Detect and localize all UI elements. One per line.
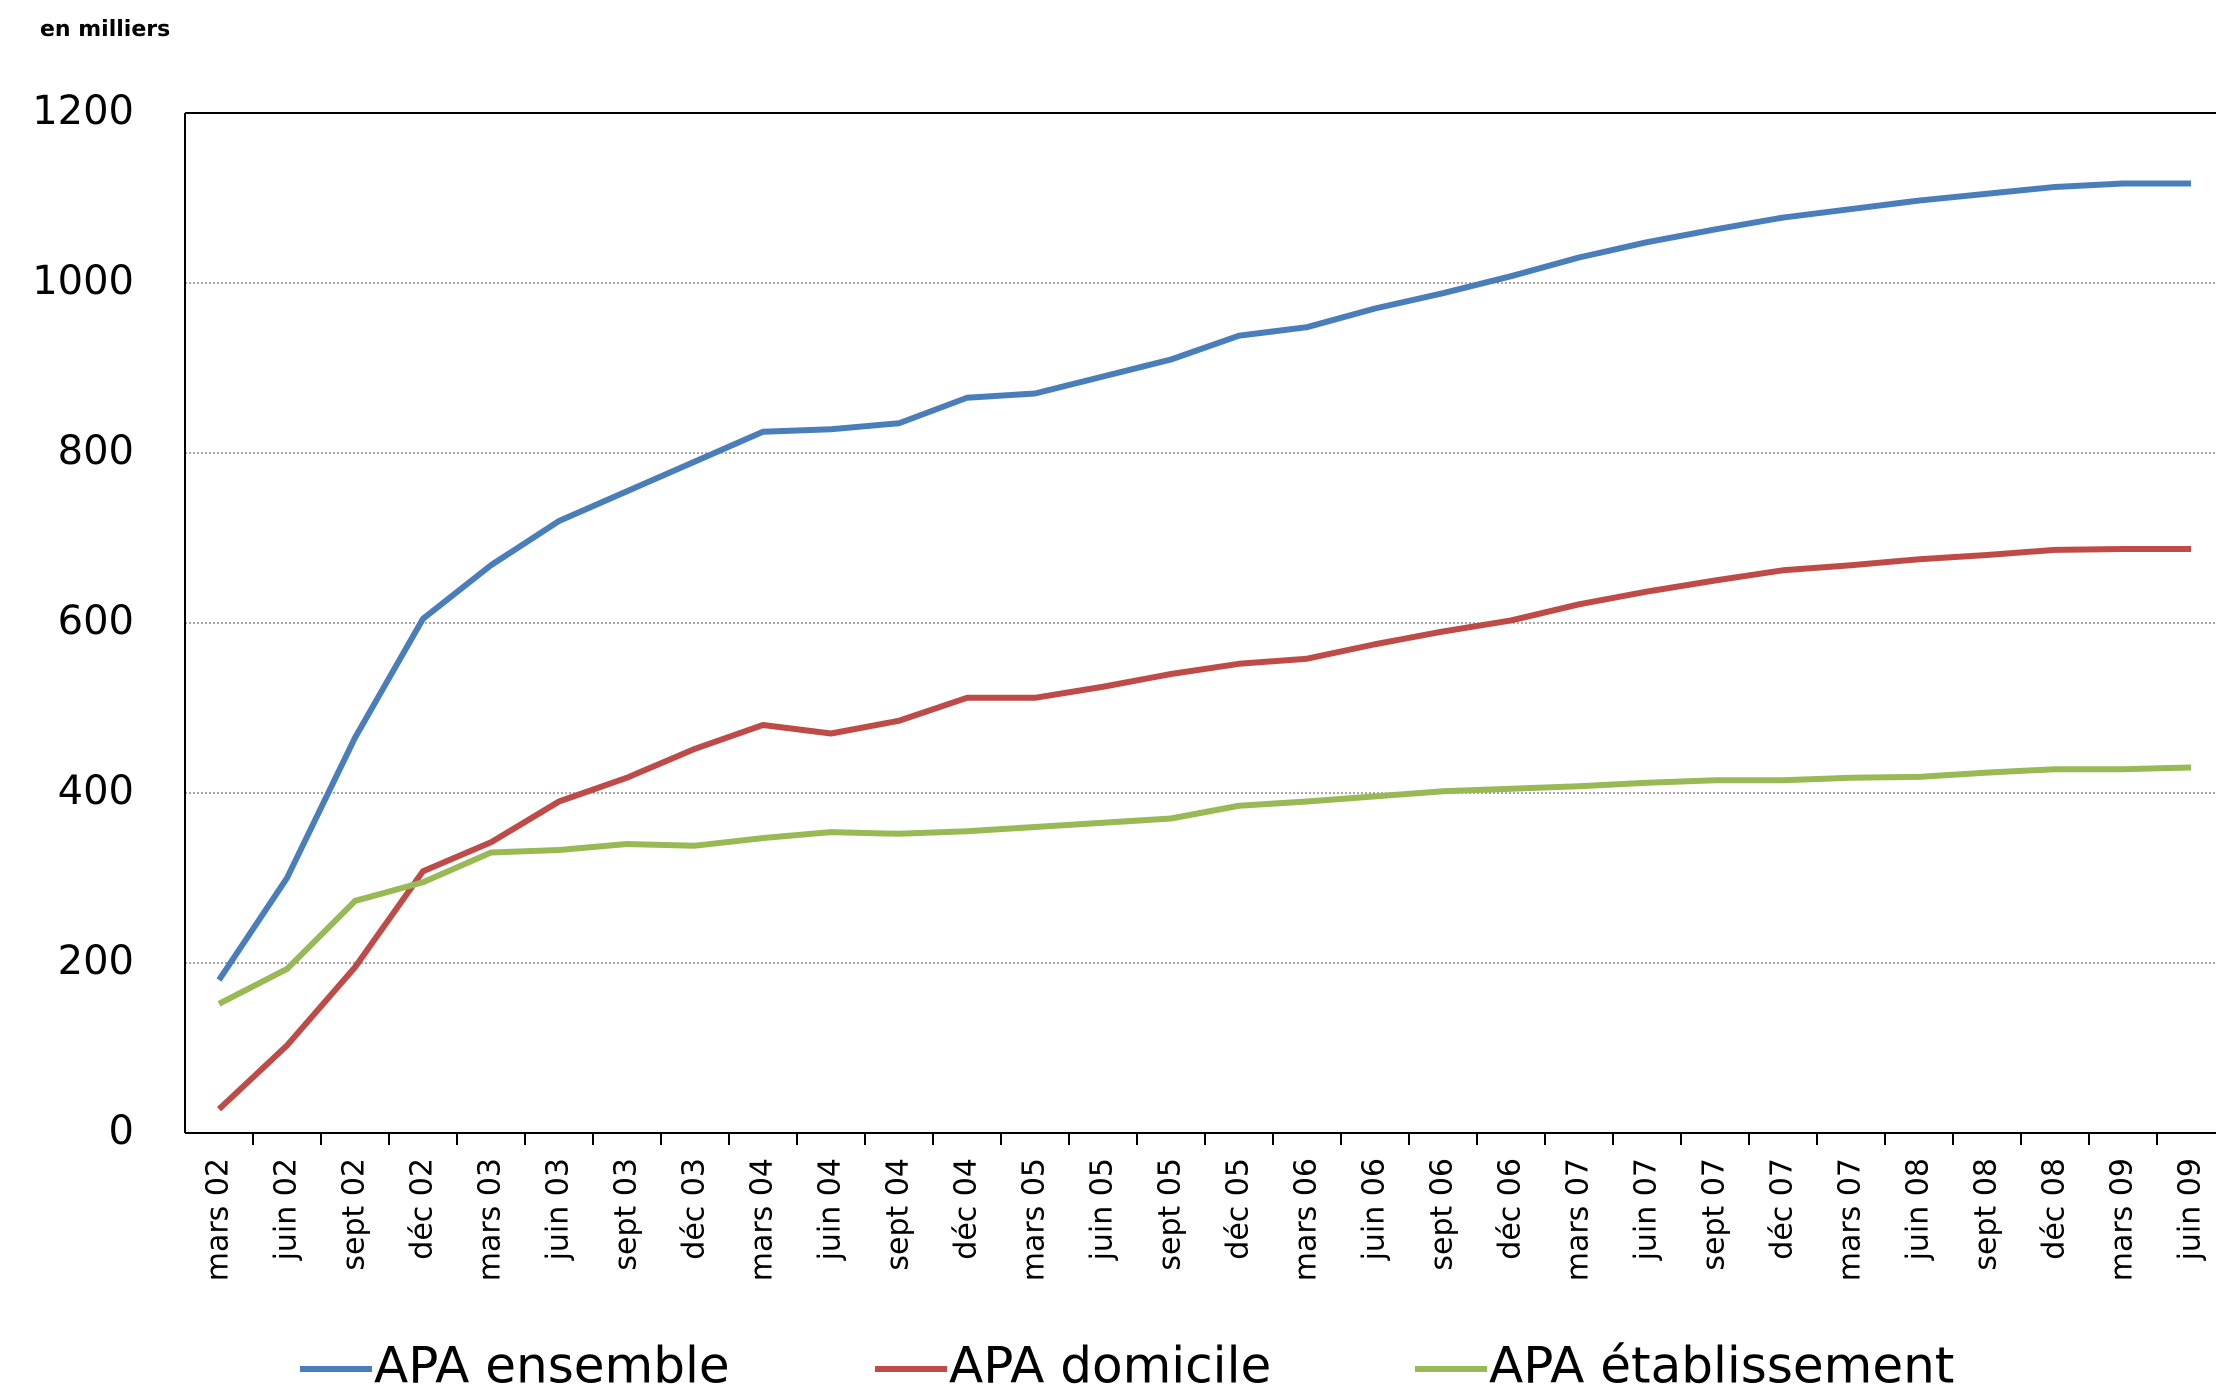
unit-label: en milliers: [40, 17, 170, 42]
y-tick-label: 800: [58, 428, 134, 474]
x-tick-label: déc 04: [949, 1158, 984, 1260]
series-line: [216, 180, 2191, 982]
x-tick-label: déc 03: [677, 1158, 712, 1260]
legend-label: APA ensemble: [374, 1337, 730, 1395]
x-tick-label: sept 02: [337, 1158, 372, 1271]
legend-label: APA établissement: [1489, 1337, 1954, 1395]
x-tick-label: mars 04: [745, 1158, 780, 1281]
x-tick-label: juin 07: [1629, 1158, 1664, 1261]
x-tick-label: mars 07: [1833, 1158, 1868, 1281]
x-tick-label: juin 05: [1085, 1158, 1120, 1261]
y-tick-label: 200: [58, 938, 134, 984]
x-tick-label: sept 04: [881, 1158, 916, 1271]
x-tick-label: juin 02: [269, 1158, 304, 1261]
series-line: [217, 764, 2192, 1007]
x-tick-label: juin 04: [813, 1158, 848, 1261]
x-tick-label: mars 09: [2105, 1158, 2140, 1281]
x-tick-label: déc 08: [2037, 1158, 2072, 1260]
y-tick-label: 600: [58, 598, 134, 644]
x-tick-label: juin 06: [1357, 1158, 1392, 1261]
x-tick-label: déc 05: [1221, 1158, 1256, 1260]
x-tick-label: sept 03: [609, 1158, 644, 1271]
y-tick-label: 1000: [32, 258, 134, 304]
x-tick-label: déc 07: [1765, 1158, 1800, 1260]
x-tick-label: mars 07: [1561, 1158, 1596, 1281]
x-tick-label: sept 05: [1153, 1158, 1188, 1271]
x-tick-label: sept 06: [1425, 1158, 1460, 1271]
x-tick-label: juin 03: [541, 1158, 576, 1261]
x-tick-label: mars 02: [201, 1158, 236, 1281]
x-tick-label: juin 08: [1901, 1158, 1936, 1261]
y-tick-label: 1200: [32, 88, 134, 134]
x-tick-label: juin 09: [2173, 1158, 2208, 1261]
x-tick-label: sept 07: [1697, 1158, 1732, 1271]
x-tick-label: mars 05: [1017, 1158, 1052, 1281]
x-tick-label: sept 08: [1969, 1158, 2004, 1271]
series-line: [216, 546, 2191, 1112]
legend-label: APA domicile: [949, 1337, 1271, 1395]
x-tick-label: déc 02: [405, 1158, 440, 1260]
y-tick-label: 400: [58, 768, 134, 814]
x-tick-label: mars 03: [473, 1158, 508, 1281]
x-tick-label: déc 06: [1493, 1158, 1528, 1260]
y-tick-label: 0: [109, 1108, 134, 1154]
x-tick-label: mars 06: [1289, 1158, 1324, 1281]
